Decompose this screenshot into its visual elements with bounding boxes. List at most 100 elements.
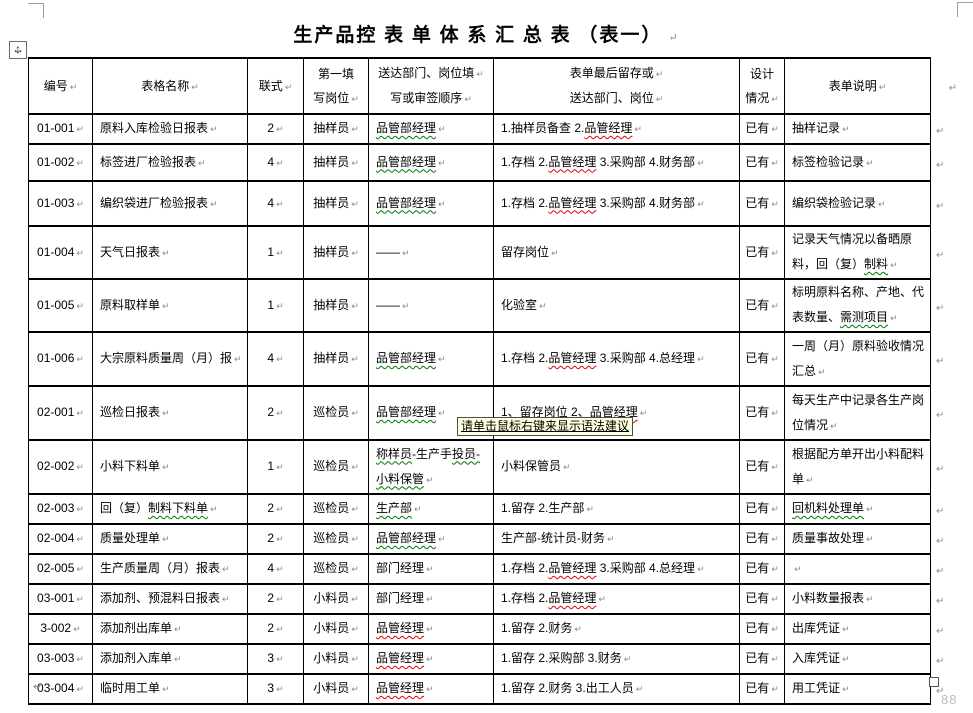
cell-first-writer[interactable]: 抽样员 <box>303 143 369 182</box>
cell-form-id[interactable]: 01-001 <box>28 113 93 145</box>
cell-delivery-order[interactable]: 生产部 <box>368 493 494 525</box>
cell-form-description[interactable]: 质量事故处理 <box>784 523 931 555</box>
cell-form-id[interactable]: 01-002 <box>28 143 93 182</box>
cell-first-writer[interactable]: 小料员 <box>303 643 369 675</box>
cell-final-keeper[interactable]: 1.存档 2.品管经理 3.采购部 4.财务部 <box>493 143 740 182</box>
table-resize-handle[interactable] <box>929 677 939 687</box>
cell-form-name[interactable]: 天气日报表 <box>92 225 248 280</box>
cell-copies[interactable]: 4 <box>247 331 304 387</box>
cell-form-id[interactable]: 03-004 <box>28 673 93 705</box>
header-delivery-order[interactable]: 送达部门、岗位填写或审签顺序 <box>368 57 494 115</box>
cell-form-description[interactable]: 根据配方单开出小料配料单 <box>784 439 931 495</box>
cell-copies[interactable]: 2 <box>247 113 304 145</box>
cell-final-keeper[interactable]: 1.存档 2.品管经理 3.采购部 4.总经理 <box>493 553 740 585</box>
cell-form-description[interactable]: 回机料处理单 <box>784 493 931 525</box>
cell-form-id[interactable]: 3-002 <box>28 613 93 645</box>
cell-delivery-order[interactable]: 称样员-生产手投员-小料保管 <box>368 439 494 495</box>
header-form-id[interactable]: 编号 <box>28 57 93 115</box>
cell-design-status[interactable]: 已有 <box>739 278 785 333</box>
cell-first-writer[interactable]: 抽样员 <box>303 278 369 333</box>
cell-design-status[interactable]: 已有 <box>739 143 785 182</box>
cell-design-status[interactable]: 已有 <box>739 180 785 227</box>
header-copies[interactable]: 联式 <box>247 57 304 115</box>
cell-form-name[interactable]: 小料下料单 <box>92 439 248 495</box>
cell-form-name[interactable]: 编织袋进厂检验报表 <box>92 180 248 227</box>
cell-final-keeper[interactable]: 1.抽样员备查 2.品管经理 <box>493 113 740 145</box>
cell-form-name[interactable]: 原料入库检验日报表 <box>92 113 248 145</box>
cell-form-description[interactable]: 标明原料名称、产地、代表数量、需测项目 <box>784 278 931 333</box>
cell-final-keeper[interactable]: 1.留存 2.生产部 <box>493 493 740 525</box>
cell-first-writer[interactable]: 抽样员 <box>303 225 369 280</box>
cell-form-description[interactable]: 每天生产中记录各生产岗位情况 <box>784 385 931 441</box>
cell-first-writer[interactable]: 巡检员 <box>303 385 369 441</box>
cell-form-id[interactable]: 03-003 <box>28 643 93 675</box>
cell-final-keeper[interactable]: 1.留存 2.财务 <box>493 613 740 645</box>
cell-delivery-order[interactable]: 品管经理 <box>368 643 494 675</box>
cell-final-keeper[interactable]: 生产部-统计员-财务 <box>493 523 740 555</box>
cell-form-id[interactable]: 01-004 <box>28 225 93 280</box>
cell-first-writer[interactable]: 抽样员 <box>303 180 369 227</box>
header-first-writer[interactable]: 第一填 写岗位 <box>303 57 369 115</box>
cell-design-status[interactable]: 已有 <box>739 673 785 705</box>
cell-delivery-order[interactable]: 部门经理 <box>368 583 494 615</box>
cell-form-id[interactable]: 01-006 <box>28 331 93 387</box>
cell-delivery-order[interactable]: —— <box>368 278 494 333</box>
cell-first-writer[interactable]: 小料员 <box>303 613 369 645</box>
cell-copies[interactable]: 3 <box>247 673 304 705</box>
cell-design-status[interactable]: 已有 <box>739 523 785 555</box>
cell-copies[interactable]: 2 <box>247 385 304 441</box>
cell-form-description[interactable]: 入库凭证 <box>784 643 931 675</box>
cell-final-keeper[interactable]: 1.存档 2.品管经理 3.采购部 4.总经理 <box>493 331 740 387</box>
table-move-handle[interactable]: ↔ ↕ <box>9 41 27 59</box>
cell-design-status[interactable]: 已有 <box>739 113 785 145</box>
cell-form-id[interactable]: 02-001 <box>28 385 93 441</box>
cell-form-name[interactable]: 原料取样单 <box>92 278 248 333</box>
cell-form-name[interactable]: 质量处理单 <box>92 523 248 555</box>
cell-form-description[interactable]: 一周（月）原料验收情况汇总 <box>784 331 931 387</box>
cell-form-name[interactable]: 添加剂、预混料日报表 <box>92 583 248 615</box>
cell-design-status[interactable]: 已有 <box>739 643 785 675</box>
cell-form-id[interactable]: 02-003 <box>28 493 93 525</box>
cell-form-name[interactable]: 大宗原料质量周（月）报 <box>92 331 248 387</box>
cell-first-writer[interactable]: 巡检员 <box>303 493 369 525</box>
cell-delivery-order[interactable]: 品管部经理 <box>368 113 494 145</box>
cell-copies[interactable]: 2 <box>247 493 304 525</box>
cell-form-description[interactable]: 小料数量报表 <box>784 583 931 615</box>
cell-delivery-order[interactable]: 品管经理 <box>368 613 494 645</box>
cell-form-description[interactable] <box>784 553 931 585</box>
cell-design-status[interactable]: 已有 <box>739 385 785 441</box>
cell-final-keeper[interactable]: 化验室 <box>493 278 740 333</box>
cell-delivery-order[interactable]: 品管部经理 <box>368 180 494 227</box>
cell-delivery-order[interactable]: —— <box>368 225 494 280</box>
cell-form-name[interactable]: 巡检日报表 <box>92 385 248 441</box>
cell-copies[interactable]: 1 <box>247 278 304 333</box>
cell-design-status[interactable]: 已有 <box>739 583 785 615</box>
cell-copies[interactable]: 2 <box>247 583 304 615</box>
cell-copies[interactable]: 4 <box>247 143 304 182</box>
cell-form-id[interactable]: 01-003 <box>28 180 93 227</box>
cell-design-status[interactable]: 已有 <box>739 331 785 387</box>
cell-delivery-order[interactable]: 品管经理 <box>368 673 494 705</box>
cell-design-status[interactable]: 已有 <box>739 613 785 645</box>
cell-final-keeper[interactable]: 小料保管员 <box>493 439 740 495</box>
cell-form-id[interactable]: 02-005 <box>28 553 93 585</box>
header-final-keeper[interactable]: 表单最后留存或送达部门、岗位 <box>493 57 740 115</box>
cell-final-keeper[interactable]: 留存岗位 <box>493 225 740 280</box>
cell-copies[interactable]: 4 <box>247 553 304 585</box>
cell-copies[interactable]: 3 <box>247 643 304 675</box>
cell-delivery-order[interactable]: 品管部经理 <box>368 523 494 555</box>
cell-final-keeper[interactable]: 1.存档 2.品管经理 3.采购部 4.财务部 <box>493 180 740 227</box>
cell-delivery-order[interactable]: 品管部经理 <box>368 385 494 441</box>
cell-form-id[interactable]: 03-001 <box>28 583 93 615</box>
cell-copies[interactable]: 2 <box>247 613 304 645</box>
cell-form-name[interactable]: 回（复）制料下料单 <box>92 493 248 525</box>
cell-form-description[interactable]: 标签检验记录 <box>784 143 931 182</box>
header-form-name[interactable]: 表格名称 <box>92 57 248 115</box>
cell-form-id[interactable]: 02-002 <box>28 439 93 495</box>
cell-design-status[interactable]: 已有 <box>739 553 785 585</box>
cell-form-description[interactable]: 出库凭证 <box>784 613 931 645</box>
cell-delivery-order[interactable]: 部门经理 <box>368 553 494 585</box>
cell-copies[interactable]: 4 <box>247 180 304 227</box>
cell-form-id[interactable]: 01-005 <box>28 278 93 333</box>
cell-design-status[interactable]: 已有 <box>739 225 785 280</box>
